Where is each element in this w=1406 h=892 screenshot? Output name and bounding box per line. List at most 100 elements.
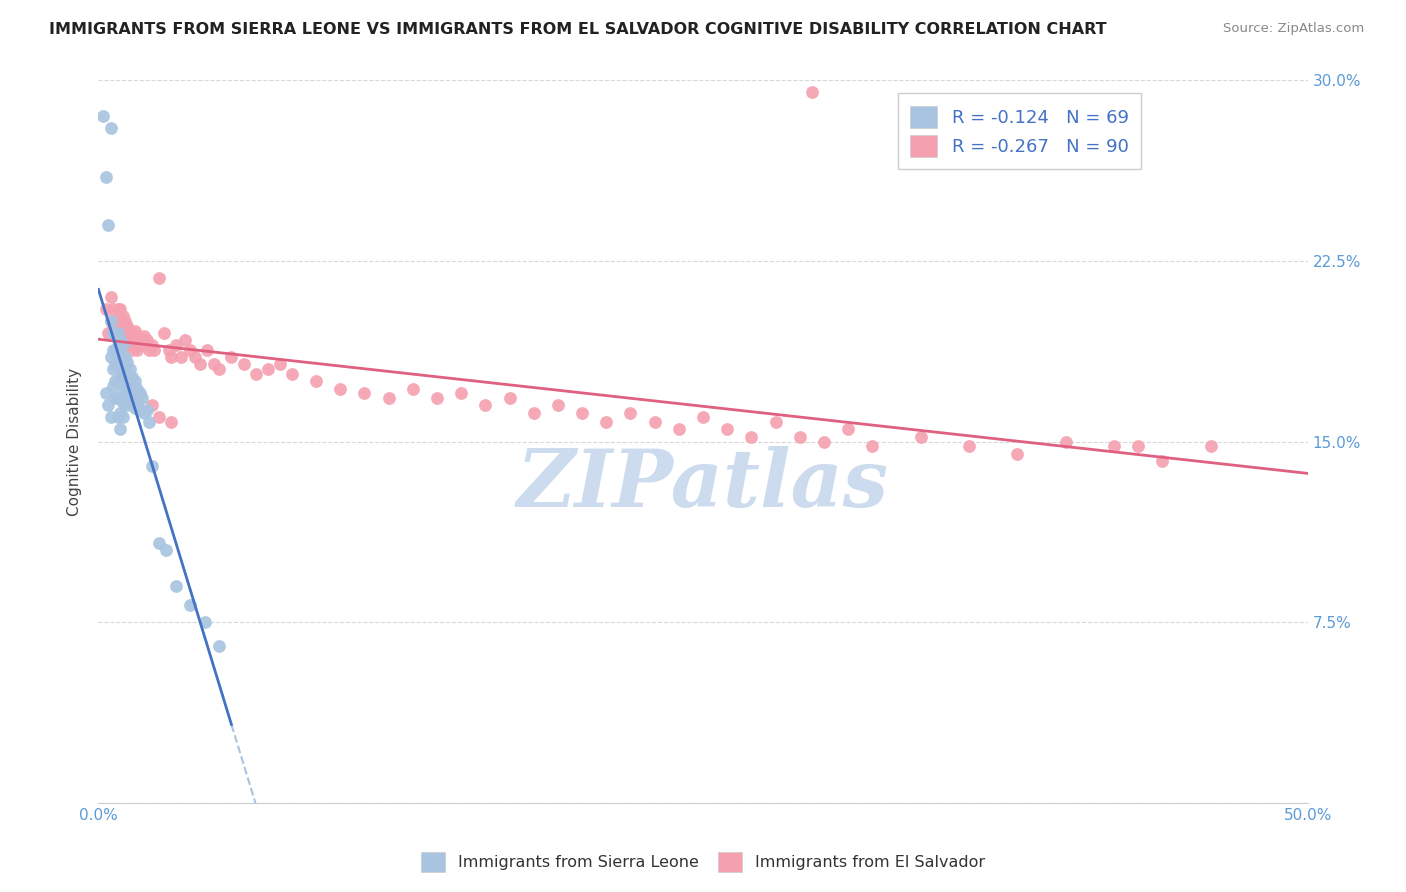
- Point: [104, 374, 127, 388]
- Point: [957, 439, 980, 453]
- Point: [104, 326, 127, 340]
- Point: [117, 369, 139, 384]
- Point: [114, 314, 136, 328]
- Legend: R = -0.124   N = 69, R = -0.267   N = 90: R = -0.124 N = 69, R = -0.267 N = 90: [897, 93, 1142, 169]
- Point: [114, 350, 136, 364]
- Point: [152, 326, 174, 340]
- Text: IMMIGRANTS FROM SIERRA LEONE VS IMMIGRANTS FROM EL SALVADOR COGNITIVE DISABILITY: IMMIGRANTS FROM SIERRA LEONE VS IMMIGRAN…: [49, 22, 1107, 37]
- Point: [117, 384, 139, 398]
- Point: [124, 324, 146, 338]
- Point: [138, 343, 160, 357]
- Point: [571, 406, 593, 420]
- Point: [114, 376, 136, 391]
- Point: [204, 358, 226, 372]
- Point: [377, 391, 399, 405]
- Point: [165, 579, 187, 593]
- Point: [97, 398, 120, 412]
- Point: [644, 415, 666, 429]
- Point: [108, 362, 131, 376]
- Point: [117, 334, 139, 348]
- Point: [108, 391, 131, 405]
- Point: [118, 362, 141, 376]
- Point: [134, 328, 156, 343]
- Point: [111, 352, 134, 367]
- Point: [91, 109, 114, 123]
- Point: [107, 334, 129, 348]
- Point: [94, 301, 117, 317]
- Point: [127, 396, 149, 410]
- Point: [195, 343, 218, 357]
- Point: [97, 218, 120, 232]
- Y-axis label: Cognitive Disability: Cognitive Disability: [67, 368, 83, 516]
- Point: [1152, 454, 1174, 468]
- Point: [100, 290, 122, 304]
- Point: [107, 391, 129, 405]
- Point: [124, 374, 146, 388]
- Point: [111, 382, 134, 396]
- Point: [134, 406, 156, 420]
- Point: [118, 376, 141, 391]
- Point: [143, 343, 166, 357]
- Legend: Immigrants from Sierra Leone, Immigrants from El Salvador: Immigrants from Sierra Leone, Immigrants…: [413, 844, 993, 880]
- Point: [121, 382, 143, 396]
- Point: [127, 328, 149, 343]
- Point: [179, 599, 201, 613]
- Point: [100, 314, 122, 328]
- Point: [104, 326, 127, 340]
- Point: [124, 401, 146, 415]
- Point: [127, 382, 149, 396]
- Point: [121, 343, 143, 357]
- Point: [1128, 439, 1150, 453]
- Point: [184, 350, 207, 364]
- Point: [148, 270, 170, 285]
- Point: [256, 362, 278, 376]
- Point: [474, 398, 496, 412]
- Point: [97, 326, 120, 340]
- Point: [101, 343, 124, 357]
- Point: [108, 406, 131, 420]
- Text: ZIPatlas: ZIPatlas: [517, 446, 889, 524]
- Point: [100, 350, 122, 364]
- Point: [114, 391, 136, 405]
- Point: [108, 422, 131, 436]
- Point: [117, 398, 139, 412]
- Point: [131, 338, 153, 352]
- Point: [124, 386, 146, 401]
- Point: [118, 324, 141, 338]
- Point: [160, 350, 183, 364]
- Point: [619, 406, 641, 420]
- Point: [141, 338, 163, 352]
- Point: [740, 430, 762, 444]
- Point: [111, 367, 134, 381]
- Point: [135, 334, 157, 348]
- Point: [692, 410, 714, 425]
- Point: [100, 314, 122, 328]
- Point: [117, 355, 139, 369]
- Point: [860, 439, 883, 453]
- Point: [188, 358, 211, 372]
- Point: [101, 362, 124, 376]
- Point: [208, 362, 231, 376]
- Point: [179, 343, 201, 357]
- Point: [111, 410, 134, 425]
- Point: [160, 415, 183, 429]
- Point: [138, 415, 160, 429]
- Point: [232, 358, 254, 372]
- Point: [837, 422, 859, 436]
- Point: [121, 328, 143, 343]
- Point: [194, 615, 217, 630]
- Point: [141, 398, 163, 412]
- Point: [910, 430, 932, 444]
- Point: [169, 350, 191, 364]
- Point: [107, 326, 129, 340]
- Point: [117, 318, 139, 333]
- Point: [101, 326, 124, 340]
- Point: [498, 391, 520, 405]
- Point: [107, 374, 129, 388]
- Point: [128, 403, 150, 417]
- Point: [1054, 434, 1077, 449]
- Point: [523, 406, 546, 420]
- Point: [104, 343, 127, 357]
- Point: [104, 391, 127, 405]
- Point: [111, 338, 134, 352]
